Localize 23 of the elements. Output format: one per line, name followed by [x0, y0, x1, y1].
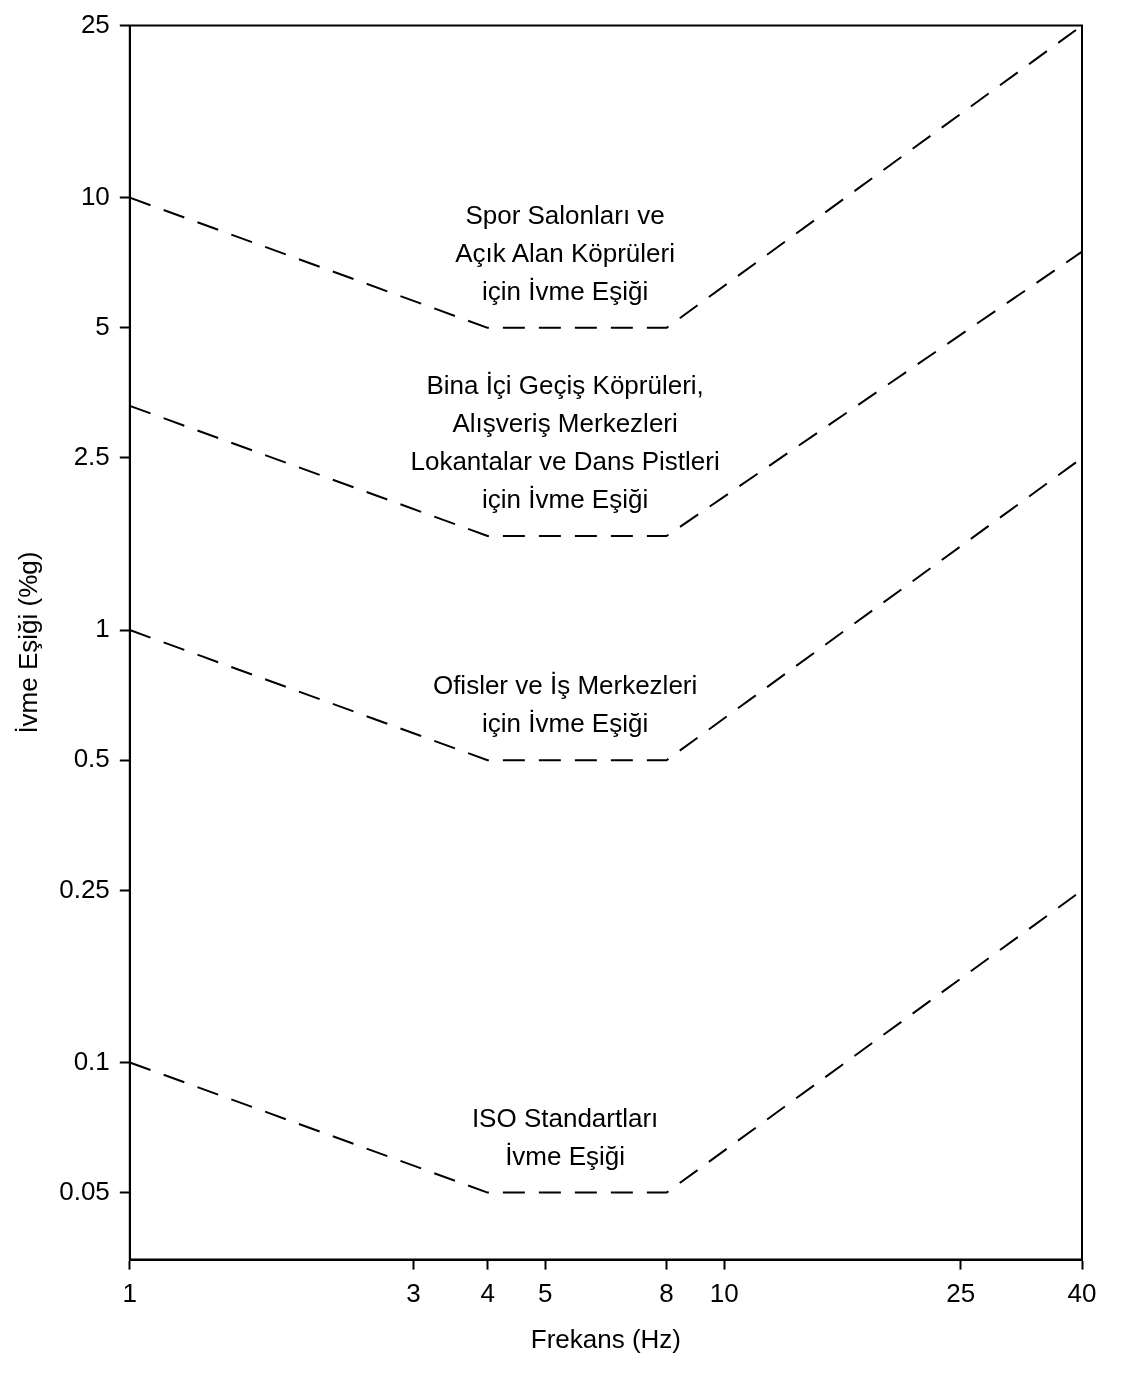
y-tick-label: 0.05 [59, 1175, 110, 1206]
y-tick-label: 25 [80, 8, 110, 39]
y-tick-label: 10 [80, 180, 110, 211]
series-label: ISO Standartları İvme Eşiği [471, 1102, 659, 1171]
x-tick-label: 40 [1067, 1278, 1097, 1309]
x-tick-label: 1 [122, 1278, 138, 1309]
y-tick-label: 0.1 [73, 1045, 110, 1076]
y-axis-title: İvme Eşiği (%g) [12, 551, 43, 734]
series-label: Spor Salonları ve Açık Alan Köprüleri için İvme Eşiği [455, 199, 675, 306]
x-axis-title: Frekans (Hz) [530, 1323, 682, 1354]
y-tick-label: 1 [95, 613, 110, 644]
series-label: Ofisler ve İş Merkezleri için İvme Eşiği [432, 670, 698, 739]
y-tick-label: 2.5 [73, 441, 110, 472]
x-tick-label: 25 [946, 1278, 976, 1309]
x-tick-label: 5 [538, 1278, 553, 1309]
series-label: Bina İçi Geçiş Köprüleri, Alışveriş Merkezleri Lokantalar ve Dans Pistleri için İvme Eşiği [410, 370, 720, 515]
x-tick-label: 10 [709, 1278, 739, 1309]
x-tick-label: 8 [659, 1278, 674, 1309]
x-tick-label: 4 [480, 1278, 495, 1309]
y-tick-label: 0.5 [73, 743, 110, 774]
y-tick-label: 0.25 [59, 873, 110, 904]
x-tick-label: 3 [406, 1278, 421, 1309]
y-tick-label: 5 [95, 311, 110, 341]
